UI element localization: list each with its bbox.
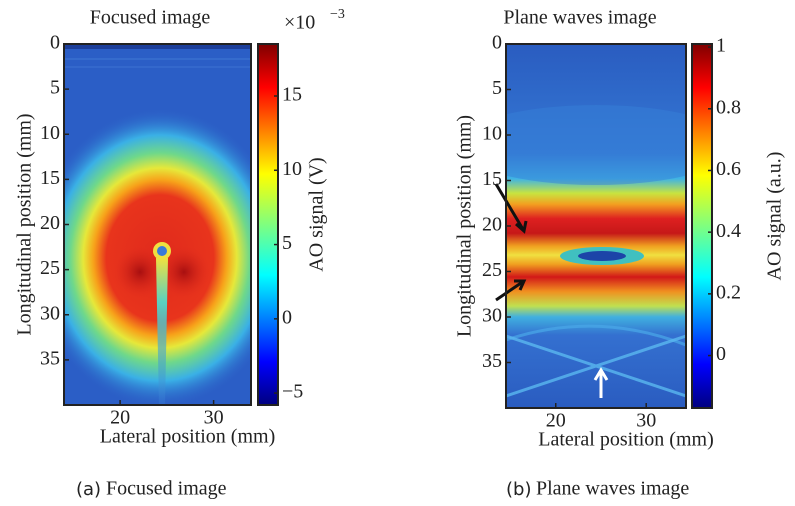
colorbar-tick-label: 0.2	[716, 281, 741, 303]
x-axis-label: Lateral position (mm)	[100, 426, 276, 448]
x-axis-label: Lateral position (mm)	[538, 429, 714, 451]
x-tick-label: 20	[110, 407, 130, 429]
colorbar-tick-label: 0	[716, 343, 726, 365]
y-axis-label: Longitudinal position (mm)	[454, 115, 476, 337]
colorbar-tick-label: 15	[282, 84, 302, 106]
colorbar-tick-label: 0.8	[716, 96, 741, 118]
heatmap-image	[64, 44, 251, 405]
y-tick-label: 0	[492, 32, 502, 54]
colorbar-tick-label: −5	[282, 381, 303, 403]
chart-title: Plane waves image	[503, 7, 656, 29]
colorbar	[691, 43, 713, 409]
x-tick-label: 20	[546, 410, 566, 432]
y-tick-label: 20	[482, 214, 502, 236]
y-tick-label: 30	[482, 305, 502, 327]
colorbar	[257, 43, 279, 406]
y-tick-label: 10	[40, 122, 60, 144]
y-axis-label: Longitudinal position (mm)	[14, 113, 36, 335]
colorbar-exponent: −3	[330, 7, 345, 22]
colorbar-multiplier: ×10	[284, 12, 315, 34]
chart-title: Focused image	[90, 7, 211, 29]
colorbar-tick-label: 1	[716, 35, 726, 57]
colorbar-tick-label: 0.6	[716, 158, 741, 180]
y-tick-label: 30	[40, 302, 60, 324]
y-tick-label: 15	[482, 168, 502, 190]
y-tick-label: 20	[40, 212, 60, 234]
heatmap-image	[506, 44, 686, 408]
caption-label: (a)	[76, 479, 101, 500]
colorbar-tick-label: 5	[282, 232, 292, 254]
x-tick-label: 30	[636, 410, 656, 432]
y-tick-label: 25	[482, 259, 502, 281]
colorbar-tick-label: 10	[282, 158, 302, 180]
arrow	[495, 279, 527, 302]
arrow	[593, 367, 609, 398]
colorbar-tick-label: 0	[282, 306, 292, 328]
y-tick-label: 0	[50, 32, 60, 54]
y-tick-label: 15	[40, 167, 60, 189]
caption: Plane waves image	[536, 478, 689, 500]
y-tick-label: 35	[40, 347, 60, 369]
colorbar-tick-label: 0.4	[716, 220, 741, 242]
caption-label: (b)	[506, 479, 531, 500]
y-tick-label: 35	[482, 350, 502, 372]
y-tick-label: 5	[50, 77, 60, 99]
colorbar-label: AO signal (V)	[306, 157, 328, 271]
caption: Focused image	[106, 478, 227, 500]
y-tick-label: 25	[40, 257, 60, 279]
y-tick-label: 10	[482, 123, 502, 145]
colorbar-label: AO signal (a.u.)	[764, 152, 786, 281]
y-tick-label: 5	[492, 77, 502, 99]
arrow	[494, 183, 528, 234]
x-tick-label: 30	[204, 407, 224, 429]
